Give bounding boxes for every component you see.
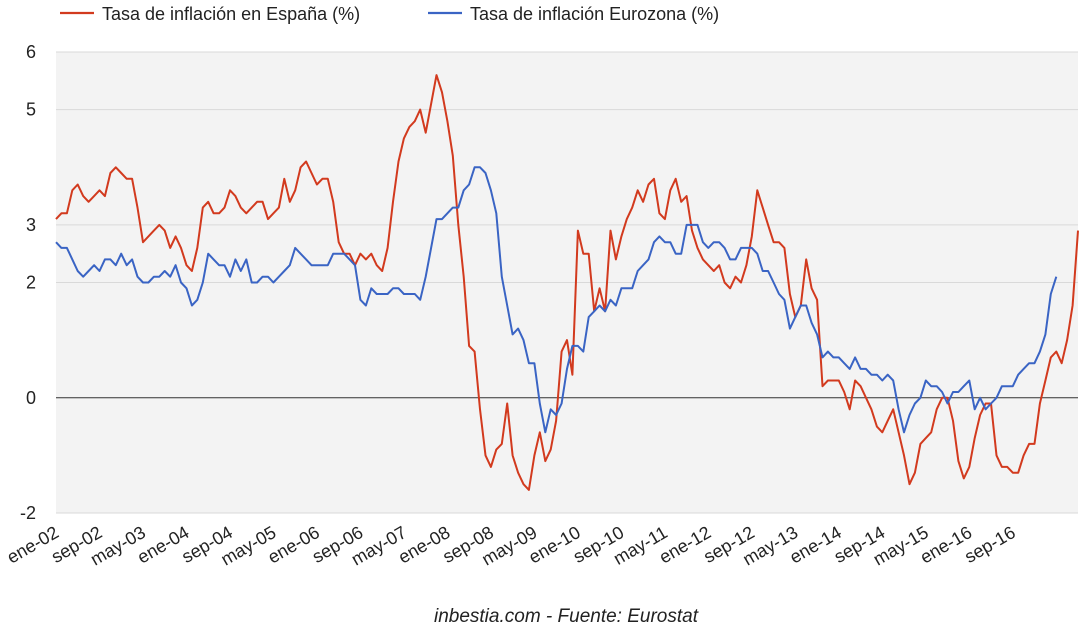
series-line-eurozone xyxy=(55,166,1058,434)
gridlines xyxy=(56,51,1078,514)
series-lines xyxy=(55,74,1079,491)
legend-eurozone-label: Tasa de inflación Eurozona (%) xyxy=(470,4,719,24)
x-axis-ticks: ene-02sep-02may-03ene-04sep-04may-05ene-… xyxy=(3,522,1018,569)
source-annotation: inbestia.com - Fuente: Eurostat xyxy=(434,606,699,627)
series-line-spain xyxy=(55,74,1079,491)
legend: Tasa de inflación en España (%) Tasa de … xyxy=(60,4,719,24)
y-tick-label: 2 xyxy=(26,273,36,293)
y-tick-label: 3 xyxy=(26,215,36,235)
x-tick-label: sep-16 xyxy=(961,522,1019,567)
y-axis-ticks: -2 0 2 3 5 6 xyxy=(20,42,36,523)
y-tick-label: -2 xyxy=(20,503,36,523)
legend-spain-label: Tasa de inflación en España (%) xyxy=(102,4,360,24)
y-tick-label: 6 xyxy=(26,42,36,62)
y-tick-label: 5 xyxy=(26,100,36,120)
y-tick-label: 0 xyxy=(26,388,36,408)
